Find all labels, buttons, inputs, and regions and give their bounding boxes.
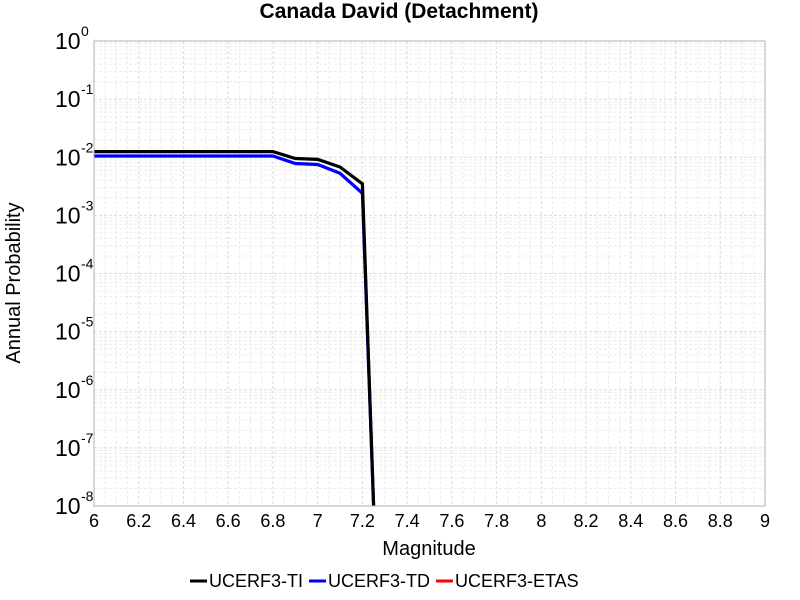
series-line-ucerf3-td xyxy=(94,154,376,507)
x-tick-label: 7.2 xyxy=(350,511,375,531)
y-tick-label: 10 xyxy=(55,377,81,403)
y-tick-label: 10 xyxy=(55,28,81,54)
x-tick-label: 8 xyxy=(536,511,546,531)
y-tick-label: 10 xyxy=(55,86,81,112)
plot-area xyxy=(93,40,766,507)
y-tick-exponent: -7 xyxy=(81,430,94,446)
legend-label: UCERF3-TI xyxy=(209,571,303,591)
x-tick-label: 7.8 xyxy=(484,511,509,531)
y-tick-exponent: -4 xyxy=(81,256,94,272)
y-tick-label: 10 xyxy=(55,144,81,170)
x-tick-label: 8.2 xyxy=(574,511,599,531)
x-tick-label: 6.6 xyxy=(216,511,241,531)
y-tick-label: 10 xyxy=(55,493,81,519)
y-axis-label: Annual Probability xyxy=(3,202,25,363)
y-tick-exponent: -6 xyxy=(81,372,94,388)
x-tick-label: 6.4 xyxy=(171,511,196,531)
y-tick-exponent: -8 xyxy=(81,488,94,504)
legend: UCERF3-TI UCERF3-TD UCERF3-ETAS xyxy=(190,571,579,591)
x-tick-label: 7 xyxy=(313,511,323,531)
x-tick-label: 8.8 xyxy=(708,511,733,531)
legend-label: UCERF3-ETAS xyxy=(455,571,579,591)
x-axis-label: Magnitude xyxy=(382,538,475,560)
y-tick-label: 10 xyxy=(55,319,81,345)
x-tick-label: 6.8 xyxy=(260,511,285,531)
chart-title: Canada David (Detachment) xyxy=(260,0,539,23)
x-tick-label: 8.4 xyxy=(618,511,643,531)
x-axis-ticks: 6 6.2 6.4 6.6 6.8 7 7.2 7.4 7.6 7.8 8 8.2 8.4 8.6 8.8 9 xyxy=(89,511,770,531)
x-tick-label: 6 xyxy=(89,511,99,531)
x-tick-label: 6.2 xyxy=(126,511,151,531)
y-tick-exponent: -5 xyxy=(81,314,94,330)
y-tick-label: 10 xyxy=(55,261,81,287)
y-tick-exponent: -1 xyxy=(81,81,94,97)
y-tick-exponent: -2 xyxy=(81,139,94,155)
legend-label: UCERF3-TD xyxy=(328,571,430,591)
grid xyxy=(93,40,766,507)
x-tick-label: 8.6 xyxy=(663,511,688,531)
x-tick-label: 7.4 xyxy=(395,511,420,531)
series-lines xyxy=(94,150,376,507)
y-tick-label: 10 xyxy=(55,435,81,461)
y-tick-exponent: -3 xyxy=(81,197,94,213)
x-tick-label: 9 xyxy=(760,511,770,531)
y-tick-exponent: 0 xyxy=(81,23,89,39)
series-line-ucerf3-ti xyxy=(94,150,376,507)
y-tick-label: 10 xyxy=(55,202,81,228)
x-tick-label: 7.6 xyxy=(439,511,464,531)
